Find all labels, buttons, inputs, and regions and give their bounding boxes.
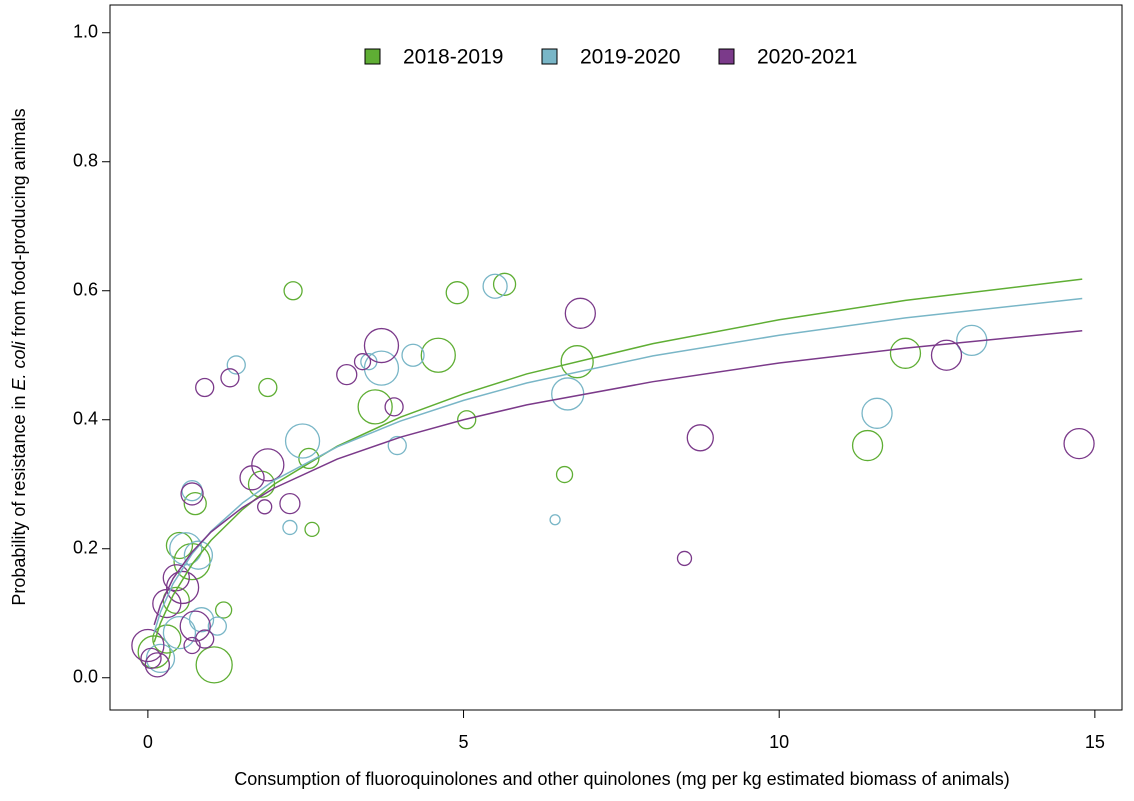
bubble	[181, 480, 203, 502]
bubble	[144, 652, 170, 678]
bubble	[492, 272, 517, 296]
bubble	[162, 615, 197, 650]
bubble	[930, 339, 963, 371]
bubble	[420, 337, 456, 373]
fit-curve	[153, 278, 1083, 643]
bubble	[258, 377, 278, 398]
y-axis-label-part: from food-producing animals	[9, 108, 29, 341]
legend-label: 2018-2019	[403, 46, 503, 69]
bubble	[283, 281, 303, 301]
bubble	[183, 636, 201, 655]
bubble	[220, 368, 240, 388]
bubble	[401, 343, 425, 367]
bubble	[304, 521, 320, 538]
bubble	[152, 588, 182, 619]
bubble	[851, 429, 884, 462]
bubble	[195, 377, 215, 398]
fit-curve	[153, 329, 1083, 626]
bubble	[1063, 427, 1095, 460]
bubble	[131, 628, 165, 663]
y-tick-label: 0.4	[73, 408, 98, 428]
bubble	[555, 465, 574, 484]
y-axis-label-part: E. coli	[9, 341, 29, 391]
x-axis-label: Consumption of fluoroquinolones and othe…	[234, 769, 1009, 789]
legend-swatch	[364, 48, 381, 65]
y-tick-label: 0.6	[73, 279, 98, 299]
y-tick-label: 0.8	[73, 150, 98, 170]
y-tick-label: 0.0	[73, 666, 98, 686]
x-tick-label: 10	[769, 732, 789, 752]
bubble	[445, 281, 469, 305]
bubble	[183, 491, 207, 516]
bubble	[889, 337, 922, 369]
bubble	[183, 540, 214, 570]
y-tick-label: 0.2	[73, 537, 98, 557]
bubble	[251, 448, 285, 482]
bubble	[551, 377, 585, 411]
bubble	[165, 570, 200, 605]
bubble	[180, 482, 204, 506]
bubble	[336, 363, 358, 386]
bubble	[384, 397, 404, 417]
y-tick-label: 1.0	[73, 21, 98, 41]
legend-label: 2020-2021	[757, 46, 857, 69]
bubble	[257, 499, 273, 515]
bubble	[482, 273, 508, 299]
bubble	[676, 550, 693, 567]
bubble	[195, 646, 233, 684]
bubble	[298, 447, 320, 470]
bubble	[363, 327, 400, 364]
bubble	[195, 629, 215, 649]
bubble	[387, 435, 407, 456]
bubble	[357, 389, 393, 425]
bubble	[549, 514, 561, 526]
bubble	[560, 345, 594, 379]
bubble	[226, 355, 246, 375]
bubble	[207, 616, 227, 636]
bubble	[179, 610, 211, 642]
bubble	[284, 423, 321, 459]
bubble	[239, 465, 265, 491]
bubble	[363, 350, 400, 386]
y-axis-label-part: Probability of resistance in	[9, 391, 29, 606]
plot-frame	[109, 4, 1123, 711]
bubble	[214, 601, 233, 619]
bubble	[152, 624, 182, 654]
bubble	[686, 424, 714, 452]
bubble	[173, 542, 211, 581]
bubble	[279, 492, 301, 515]
legend-label: 2019-2020	[580, 46, 680, 69]
bubble	[188, 607, 215, 633]
bubble	[282, 519, 298, 536]
bubble	[353, 353, 372, 371]
fit-curve	[153, 297, 1083, 633]
x-tick-label: 15	[1085, 732, 1105, 752]
x-tick-label: 5	[459, 732, 469, 752]
y-axis-label: Probability of resistance in E. coli fro…	[9, 108, 29, 605]
bubble	[165, 531, 194, 560]
bubble	[861, 397, 893, 429]
bubble	[457, 410, 477, 430]
bubble	[140, 647, 162, 670]
legend-swatch	[718, 48, 735, 65]
bubble	[564, 297, 596, 329]
legend-swatch	[541, 48, 558, 65]
x-tick-label: 0	[143, 732, 153, 752]
